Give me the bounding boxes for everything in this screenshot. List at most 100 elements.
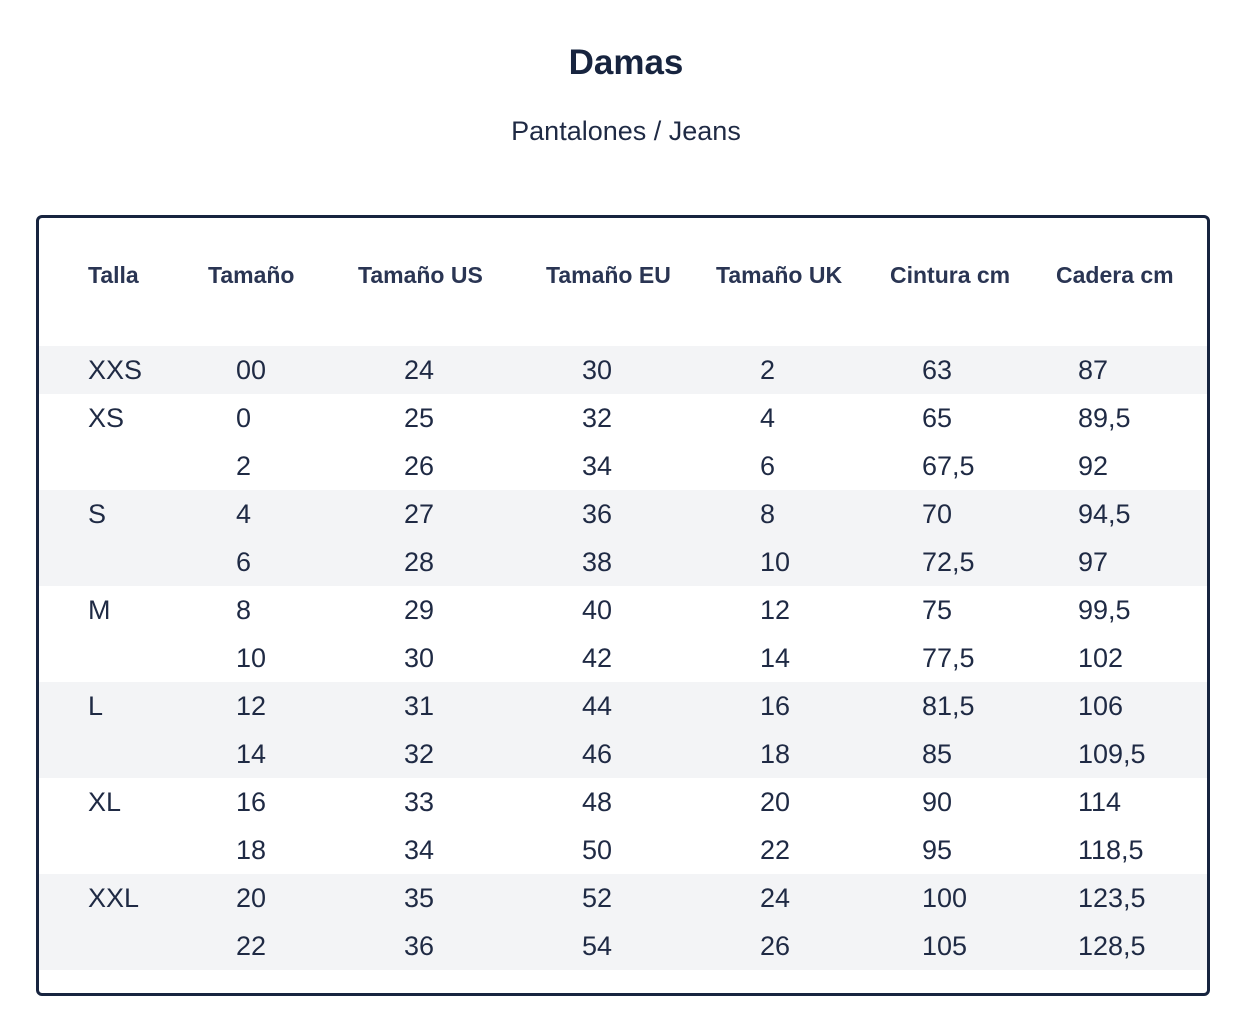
header-talla: Talla [88,262,139,288]
cell-tamano-uk: 22 [760,835,791,865]
cell-tamano-eu: 36 [582,499,613,529]
cell-talla: XS [88,403,125,433]
cell-tamano-us: 36 [404,931,435,961]
cell-tamano-uk: 4 [760,403,776,433]
cell-tamano-eu: 52 [582,883,613,913]
header-tamano-uk: Tamaño UK [716,262,843,288]
cell-talla: XL [88,787,122,817]
cell-tamano: 4 [236,499,252,529]
cell-cintura: 67,5 [922,451,975,481]
cell-cadera: 94,5 [1078,499,1131,529]
table-row: XL 16 33 48 20 90 114 [39,778,1207,826]
cell-tamano-us: 28 [404,547,435,577]
cell-tamano: 20 [236,883,267,913]
table-row: XXS 00 24 30 2 63 87 [39,346,1207,394]
table-row: XS 0 25 32 4 65 89,5 [39,394,1207,442]
cell-cadera: 102 [1078,643,1124,673]
page-title: Damas [568,43,684,82]
cell-tamano-eu: 42 [582,643,613,673]
table-header: Talla Tamaño Tamaño US Tamaño EU Tamaño … [39,218,1207,346]
cell-talla: XXL [88,883,140,913]
cell-tamano-us: 27 [404,499,435,529]
cell-tamano-uk: 20 [760,787,791,817]
cell-cadera: 99,5 [1078,595,1131,625]
cell-tamano-uk: 12 [760,595,791,625]
cell-tamano-us: 33 [404,787,435,817]
cell-tamano-uk: 18 [760,739,791,769]
cell-tamano: 10 [236,643,267,673]
cell-tamano-uk: 14 [760,643,791,673]
cell-tamano-eu: 38 [582,547,613,577]
cell-cintura: 95 [922,835,953,865]
table-row: XXL 20 35 52 24 100 123,5 [39,874,1207,922]
cell-cintura: 72,5 [922,547,975,577]
size-group: S 4 27 36 8 70 94,5 6 28 38 10 72,5 97 [39,490,1207,586]
cell-tamano-uk: 10 [760,547,791,577]
cell-cadera: 128,5 [1078,931,1146,961]
size-group: M 8 29 40 12 75 99,5 10 30 42 14 77,5 102 [39,586,1207,682]
cell-cadera: 109,5 [1078,739,1146,769]
cell-cintura: 63 [922,355,953,385]
table-row: 22 36 54 26 105 128,5 [39,922,1207,970]
cell-tamano-us: 25 [404,403,435,433]
header-tamano-us: Tamaño US [358,262,483,288]
cell-cadera: 92 [1078,451,1109,481]
size-group: XL 16 33 48 20 90 114 18 34 50 22 95 118,5 [39,778,1207,874]
cell-tamano: 16 [236,787,267,817]
table-row: 14 32 46 18 85 109,5 [39,730,1207,778]
cell-cadera: 123,5 [1078,883,1146,913]
cell-tamano-eu: 30 [582,355,613,385]
cell-tamano-eu: 44 [582,691,613,721]
cell-tamano-eu: 46 [582,739,613,769]
cell-tamano: 12 [236,691,267,721]
cell-cintura: 105 [922,931,968,961]
cell-cadera: 106 [1078,691,1124,721]
cell-tamano-us: 24 [404,355,435,385]
cell-tamano: 8 [236,595,252,625]
cell-tamano-uk: 6 [760,451,776,481]
cell-tamano-eu: 48 [582,787,613,817]
cell-cadera: 89,5 [1078,403,1131,433]
cell-talla: M [88,595,111,625]
cell-tamano-uk: 16 [760,691,791,721]
table-row: S 4 27 36 8 70 94,5 [39,490,1207,538]
cell-tamano-eu: 54 [582,931,613,961]
cell-cintura: 81,5 [922,691,975,721]
cell-tamano: 14 [236,739,267,769]
size-group: XXS 00 24 30 2 63 87 [39,346,1207,394]
size-group: XXL 20 35 52 24 100 123,5 22 36 54 26 105 128,5 [39,874,1207,970]
cell-tamano-us: 31 [404,691,435,721]
cell-tamano: 6 [236,547,252,577]
table-row: 6 28 38 10 72,5 97 [39,538,1207,586]
cell-tamano-us: 35 [404,883,435,913]
cell-tamano-us: 34 [404,835,435,865]
table-row: 10 30 42 14 77,5 102 [39,634,1207,682]
size-group: L 12 31 44 16 81,5 106 14 32 46 18 85 109,5 [39,682,1207,778]
cell-tamano: 22 [236,931,267,961]
size-group: XS 0 25 32 4 65 89,5 2 26 34 6 67,5 92 [39,394,1207,490]
cell-tamano-eu: 34 [582,451,613,481]
cell-talla: S [88,499,107,529]
cell-tamano-eu: 40 [582,595,613,625]
size-table: Talla Tamaño Tamaño US Tamaño EU Tamaño … [36,215,1210,996]
cell-tamano-eu: 32 [582,403,613,433]
cell-tamano: 00 [236,355,267,385]
cell-cadera: 118,5 [1078,835,1144,865]
cell-talla: XXS [88,355,143,385]
cell-tamano-uk: 2 [760,355,776,385]
cell-tamano: 0 [236,403,252,433]
cell-cintura: 85 [922,739,953,769]
cell-tamano-us: 30 [404,643,435,673]
cell-cadera: 97 [1078,547,1109,577]
cell-tamano-us: 32 [404,739,435,769]
cell-cadera: 87 [1078,355,1109,385]
header-tamano-eu: Tamaño EU [546,262,671,288]
cell-tamano: 18 [236,835,267,865]
cell-tamano: 2 [236,451,252,481]
cell-cintura: 65 [922,403,953,433]
cell-cintura: 70 [922,499,953,529]
cell-talla: L [88,691,104,721]
header-cintura: Cintura cm [890,262,1011,288]
cell-tamano-us: 29 [404,595,435,625]
cell-tamano-us: 26 [404,451,435,481]
